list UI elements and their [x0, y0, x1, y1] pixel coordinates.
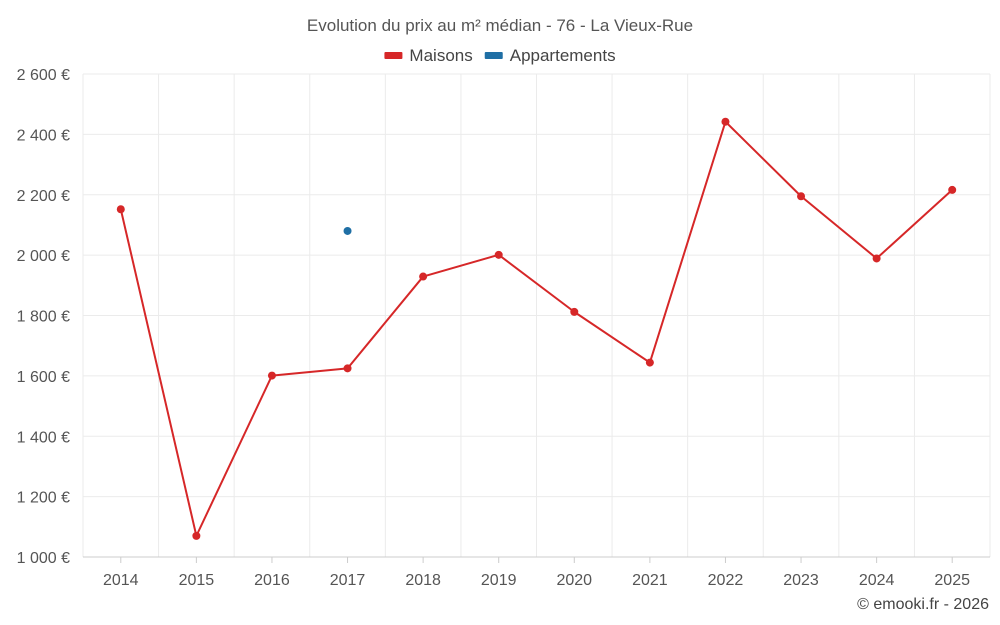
data-point[interactable] — [948, 185, 957, 194]
x-tick-label: 2025 — [934, 572, 970, 589]
x-tick-label: 2024 — [859, 572, 895, 589]
x-tick-label: 2015 — [179, 572, 215, 589]
chart-title: Evolution du prix au m² médian - 76 - La… — [307, 16, 693, 35]
data-point[interactable] — [343, 364, 352, 373]
y-tick-label: 1 200 € — [17, 490, 70, 507]
series-layer — [116, 117, 957, 540]
data-point[interactable] — [872, 254, 881, 263]
data-point[interactable] — [721, 117, 730, 126]
y-tick-label: 1 800 € — [17, 309, 70, 326]
legend-swatch — [384, 52, 403, 59]
x-tick-label: 2018 — [405, 572, 441, 589]
series-maisons — [116, 117, 957, 540]
grid — [82, 73, 991, 558]
x-tick-label: 2021 — [632, 572, 668, 589]
data-point[interactable] — [343, 226, 352, 235]
data-point[interactable] — [797, 192, 806, 201]
y-tick-label: 2 200 € — [17, 188, 70, 205]
x-tick-label: 2020 — [556, 572, 592, 589]
x-axis: 2014 2015 2016 2017 2018 2019 2020 2021 2022 2023… — [103, 557, 970, 589]
x-tick-label: 2016 — [254, 572, 290, 589]
data-point[interactable] — [192, 531, 201, 540]
legend-label: Appartements — [510, 46, 616, 65]
y-axis: 1 000 € 1 200 € 1 400 € 1 600 € 1 800 € 2 000… — [17, 67, 70, 567]
y-tick-label: 1 600 € — [17, 369, 70, 386]
data-point[interactable] — [267, 371, 276, 380]
x-tick-label: 2022 — [708, 572, 744, 589]
x-tick-label: 2014 — [103, 572, 139, 589]
data-point[interactable] — [494, 250, 503, 259]
data-point[interactable] — [570, 307, 579, 316]
legend-item[interactable]: Appartements — [484, 46, 616, 65]
credit-text: © emooki.fr - 2026 — [857, 596, 989, 613]
data-point[interactable] — [419, 272, 428, 281]
legend-swatch — [484, 52, 503, 59]
y-tick-label: 2 600 € — [17, 67, 70, 84]
y-tick-label: 2 000 € — [17, 248, 70, 265]
x-tick-label: 2019 — [481, 572, 517, 589]
legend-label: Maisons — [409, 46, 472, 65]
data-point[interactable] — [116, 205, 125, 214]
x-tick-label: 2017 — [330, 572, 366, 589]
legend: Maisons Appartements — [384, 46, 616, 65]
x-tick-label: 2023 — [783, 572, 819, 589]
y-tick-label: 2 400 € — [17, 127, 70, 144]
series-line — [119, 120, 953, 537]
y-tick-label: 1 000 € — [17, 550, 70, 567]
legend-item[interactable]: Maisons — [384, 46, 473, 65]
y-tick-label: 1 400 € — [17, 429, 70, 446]
series-appartements — [343, 226, 352, 235]
data-point[interactable] — [645, 358, 654, 367]
